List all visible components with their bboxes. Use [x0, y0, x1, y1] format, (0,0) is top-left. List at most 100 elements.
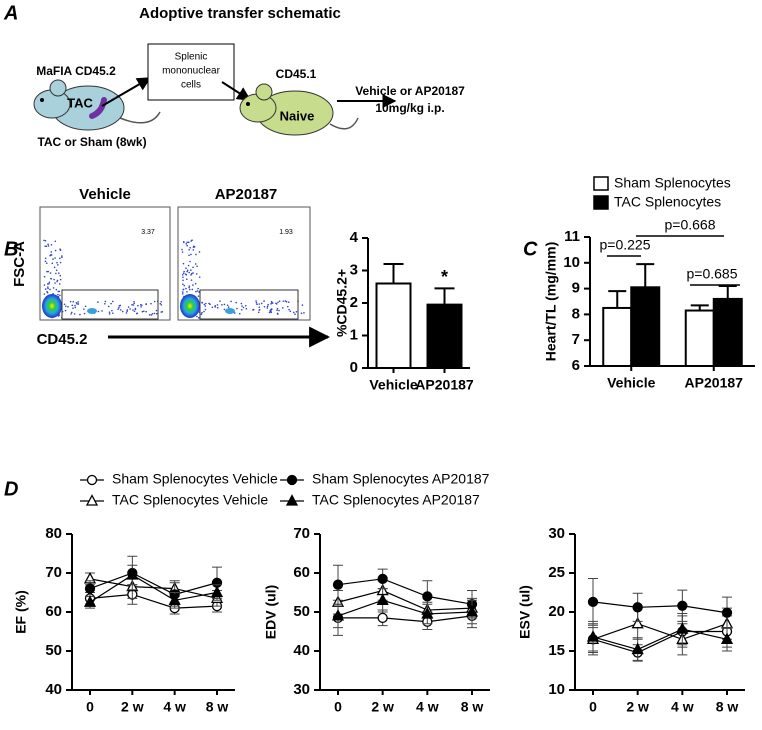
cell-dot	[223, 308, 226, 311]
bar	[426, 303, 463, 369]
y-axis-label: Heart/TL (mg/mm)	[543, 242, 559, 362]
cell-dot	[54, 257, 56, 259]
bar	[630, 286, 661, 367]
y-tick-label: 2	[350, 294, 358, 311]
cell-dot	[192, 266, 194, 269]
gate-value: 3.37	[141, 229, 155, 236]
cell-dot	[47, 287, 49, 290]
cell-dot	[188, 286, 190, 289]
cell-dot	[258, 306, 261, 308]
treatment: Vehicle or AP20187	[355, 84, 465, 98]
cell-dot	[44, 260, 47, 263]
cell-dot	[258, 303, 261, 305]
marker	[721, 607, 733, 618]
y-axis-label: EF (%)	[13, 590, 29, 634]
cell-dot	[46, 283, 49, 285]
cell-dot	[198, 251, 201, 253]
y-tick-label: 6	[572, 357, 580, 374]
cell-dot	[135, 312, 138, 315]
cell-dot	[58, 272, 60, 274]
marker	[210, 585, 224, 598]
cell-dot	[196, 290, 199, 292]
cell-dot	[240, 302, 243, 305]
cell-dot	[159, 302, 162, 305]
cell-dot	[186, 270, 188, 273]
cell-dot	[240, 308, 243, 311]
cell-dot	[185, 243, 188, 245]
legend-swatch	[593, 195, 609, 210]
y-tick-label: 70	[45, 564, 62, 581]
cell-dot	[223, 303, 226, 306]
cell-dot	[43, 293, 46, 295]
cell-dot	[276, 309, 278, 312]
cell-dot	[287, 301, 290, 303]
cell-dot	[196, 265, 198, 268]
cell-dot	[54, 249, 57, 252]
cell-dot	[77, 301, 79, 303]
cell-dot	[44, 239, 47, 242]
cell-dot	[58, 314, 61, 316]
flow-plots	[39, 206, 311, 321]
cell-dot	[188, 254, 190, 257]
cell-dot	[203, 303, 206, 306]
density	[42, 294, 62, 318]
cell-dot	[51, 262, 54, 265]
cell-dot	[268, 311, 271, 314]
cell-dot	[198, 276, 201, 278]
cell-dot	[59, 257, 61, 260]
cell-dot	[182, 288, 185, 291]
cell-dot	[189, 260, 191, 263]
cell-dot	[52, 287, 55, 289]
cell-dot	[266, 305, 269, 308]
cell-dot	[183, 284, 186, 287]
cell-dot	[73, 313, 76, 315]
density	[180, 294, 200, 318]
cell-dot	[194, 263, 197, 265]
cell-dot	[227, 306, 230, 308]
legend-marker	[86, 474, 98, 486]
density	[225, 308, 235, 314]
cell-dot	[58, 283, 61, 285]
series-line	[592, 628, 728, 651]
cell-dot	[56, 279, 59, 282]
cell-dot	[46, 291, 49, 294]
x-tick-label: AP20187	[685, 375, 744, 391]
cell-dot	[188, 271, 190, 274]
cell-dot	[286, 305, 289, 308]
cell-dot	[83, 312, 86, 315]
y-tick-label: 10	[548, 681, 565, 698]
cell-dot	[65, 305, 67, 307]
cell-dot	[125, 312, 128, 314]
cell-dot	[288, 308, 290, 311]
cell-dot	[48, 281, 51, 284]
bar	[684, 309, 715, 367]
marker	[720, 632, 734, 644]
cell-dot	[61, 256, 63, 258]
cell-box	[147, 43, 235, 101]
axis	[71, 534, 235, 691]
flow-title: AP20187	[215, 186, 278, 203]
x-tick-label: Vehicle	[369, 377, 417, 393]
cell-dot	[289, 310, 292, 313]
cell-dot	[200, 313, 203, 315]
cell-dot	[153, 312, 156, 315]
cell-dot	[145, 310, 147, 313]
cell-dot	[54, 240, 57, 243]
x-tick-label: 8 w	[716, 699, 739, 715]
series-line	[338, 615, 473, 623]
cell-dot	[111, 309, 113, 312]
cell-dot	[277, 313, 279, 315]
cell-dot	[186, 269, 189, 272]
flow-y-label: FSC-A	[11, 241, 28, 287]
treatment: 10mg/kg i.p.	[375, 101, 444, 115]
cell-dot	[190, 253, 192, 256]
y-tick-label: 40	[293, 642, 310, 659]
cell-dot	[181, 291, 184, 293]
cell-dot	[197, 295, 200, 297]
cell-dot	[53, 278, 55, 281]
cell-dot	[83, 308, 85, 310]
cell-dot	[160, 304, 163, 306]
cell-dot	[79, 313, 81, 316]
x-tick-label: 2 w	[121, 699, 144, 715]
y-tick-label: 15	[548, 642, 565, 659]
